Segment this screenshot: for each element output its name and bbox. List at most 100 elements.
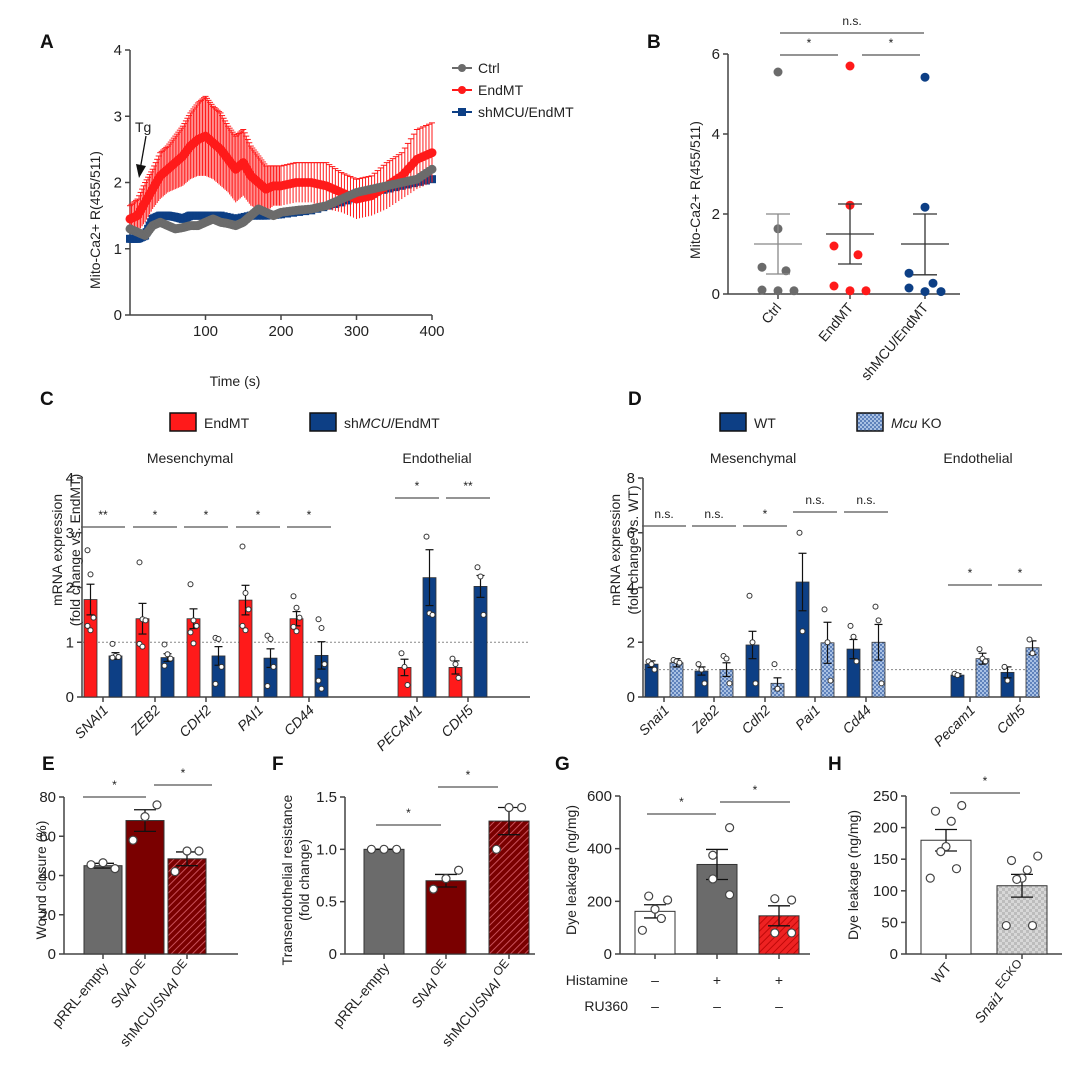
panel-e-y-tick-label: 0 [48,946,56,963]
data-point [190,640,197,647]
panel-d-sig-label: n.s. [805,493,824,507]
panel-g-condition: – [713,998,721,1014]
data-point [109,640,116,647]
panel-d-sig-label: n.s. [856,493,875,507]
data-point [936,287,946,297]
data-point [315,616,322,623]
data-point [136,559,143,566]
panel-c-y-tick-label: 2 [66,580,74,597]
data-point [946,816,956,826]
panel-h-y-tick-label: 250 [873,788,898,805]
panel-h-bar [920,839,972,955]
data-point [142,617,149,624]
data-point [724,822,735,833]
panel-g-y-tick-label: 400 [587,841,612,858]
data-point [904,283,914,293]
data-point [152,800,162,810]
data-point [708,850,718,860]
panel-label-a: A [40,32,54,53]
panel-g-y-tick-label: 200 [587,893,612,910]
panel-a-plot: 0 1 2 3 4 100 200 300 400 [114,42,445,340]
data-point [875,617,882,624]
data-point [321,661,328,668]
data-point [757,262,767,272]
panel-c-sig-label: * [415,479,420,493]
data-point [648,661,655,668]
data-point [427,148,437,158]
panel-c-x-tick-label: CDH2 [176,702,214,740]
legend-label-EndMT: EndMT [478,82,524,98]
data-point [441,874,451,884]
tg-annotation: Tg [135,119,151,135]
data-point [1006,855,1017,866]
data-point [170,866,180,877]
panel-a-y-tick-label: 4 [114,42,122,59]
panel-e-sig-label: * [112,778,117,792]
data-point [829,241,839,251]
data-point [847,622,854,629]
data-point [290,593,297,600]
panel-f-ylabel-group: Transendothelial resistance (fold change… [279,794,312,965]
panel-label-h: H [828,754,842,775]
panel-a-ylabel-group: Mito-Ca2+ R(455/511) [87,151,103,289]
panel-a-y-tick-label: 3 [114,108,122,125]
panel-h-sig-label: * [983,774,988,788]
panel-f-y-tick-label: 0 [329,946,337,963]
panel-c-sig-label: * [307,508,312,522]
data-point [242,589,249,596]
panel-g-condition: – [651,972,659,988]
data-point [850,633,857,640]
data-point [318,625,325,632]
panel-b-sig-3-label: n.s. [842,14,861,28]
panel-g-y-tick-label: 600 [587,788,612,805]
data-point [218,663,225,670]
data-point [140,812,150,822]
panel-g-condition: – [651,998,659,1014]
panel-d-sig-label: n.s. [654,507,673,521]
data-point [920,287,930,297]
data-point [651,666,658,673]
data-point [187,629,194,636]
panel-d: D mRNA expression (fold change vs. WT) 0… [607,389,1042,749]
data-point [516,802,527,813]
panel-d-bar [669,662,684,698]
panel-a-ylabel: Mito-Ca2+ R(455/511) [87,151,103,289]
panel-g-row-label: RU360 [584,998,628,1014]
panel-b-plot: 0 2 4 6 Ctrl EndMT shMCU/EndMT * * n.s. [712,14,960,383]
data-point [318,685,325,692]
data-point [954,672,961,679]
data-point [401,663,408,670]
panel-d-bar [950,674,965,698]
panel-d-group-header: Mesenchymal [710,450,796,466]
panel-f-ylabel-1: Transendothelial resistance [279,794,295,965]
panel-g-y-tick-label: 0 [604,946,612,963]
data-point [644,891,654,901]
panel-e-sig-label: * [181,766,186,780]
data-point [1026,636,1033,643]
panel-a: A Time (s) Mito-Ca2+ R(455/511) Tg Ctrl E… [40,32,574,389]
data-point [928,278,938,288]
data-point [853,658,860,665]
panel-a-y-tick-label: 2 [114,175,122,192]
panel-c-sig-label: ** [463,479,473,493]
data-point [212,680,219,687]
data-point [695,661,702,668]
data-point [827,677,834,684]
data-point [187,581,194,588]
data-point [193,622,200,629]
panel-c-x-tick-label: CDH5 [438,702,476,740]
panel-c-legend-swatch [309,412,337,432]
data-point [87,627,94,634]
data-point [477,573,484,580]
data-point [366,844,376,854]
data-point [115,654,122,661]
panel-g-condition: + [775,972,783,988]
panel-g-condition: + [713,972,721,988]
panel-h-y-tick-label: 50 [881,914,898,931]
data-point [139,643,146,650]
data-point [757,285,767,295]
panel-h-y-tick-label: 100 [873,883,898,900]
data-point [749,639,756,646]
data-point [110,864,120,874]
